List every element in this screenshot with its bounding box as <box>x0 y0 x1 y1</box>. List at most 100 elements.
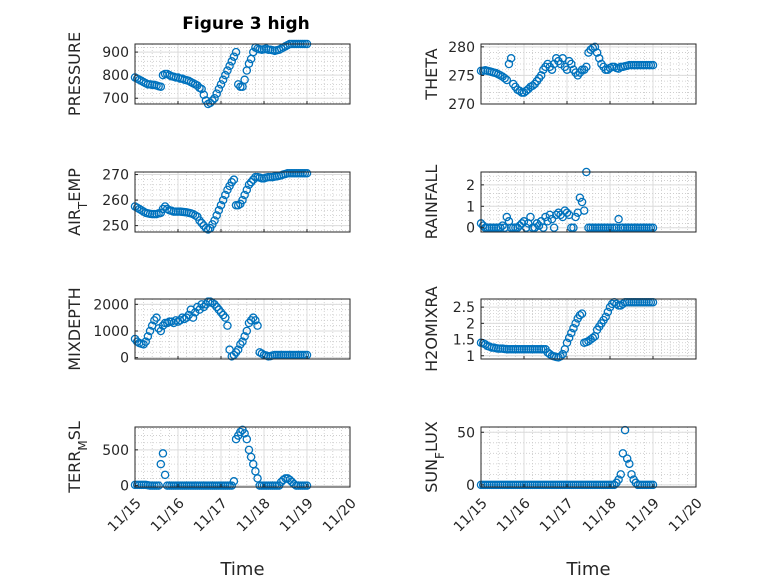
data-point <box>229 477 239 486</box>
y-tick-label: 0 <box>120 479 129 495</box>
data-point <box>564 333 574 343</box>
data-point <box>618 449 628 458</box>
data-point <box>242 434 252 444</box>
data-point <box>612 299 621 309</box>
data-point <box>549 59 559 69</box>
plot-area <box>481 299 696 359</box>
data-point <box>212 89 221 98</box>
data-point <box>227 481 236 490</box>
data-point <box>556 59 565 69</box>
data-point <box>515 86 524 96</box>
y-tick-label: 1 <box>466 349 475 365</box>
data-point <box>158 321 168 330</box>
y-tick-label: 2 <box>466 316 475 332</box>
data-point <box>582 62 591 72</box>
data-point <box>139 340 148 349</box>
data-point <box>549 223 559 232</box>
data-point <box>210 216 219 225</box>
data-point <box>592 48 602 57</box>
data-series-rainfall <box>476 167 658 232</box>
data-point <box>210 93 219 103</box>
data-point <box>242 326 252 336</box>
data-point <box>506 54 516 63</box>
y-tick-label: 275 <box>448 68 475 84</box>
data-point <box>575 310 585 320</box>
data-point <box>162 318 172 328</box>
data-point <box>229 52 239 61</box>
axes-box <box>134 43 351 105</box>
figure-title: Figure 3 high <box>182 14 310 34</box>
y-tick-label: 1000 <box>93 324 129 340</box>
data-point <box>212 211 221 220</box>
data-point <box>521 223 531 232</box>
data-point <box>571 319 580 328</box>
data-series-mixdepth <box>130 297 312 361</box>
subplot-pressure: 700 800 900 PRESSURE <box>65 32 351 116</box>
data-point <box>229 175 239 184</box>
data-point <box>562 208 572 217</box>
y-tick-label: 280 <box>448 40 475 56</box>
y-tick-label: 1 <box>466 199 475 215</box>
data-point <box>154 324 163 333</box>
data-point <box>616 470 626 479</box>
data-point <box>216 80 226 89</box>
data-point <box>251 316 260 325</box>
y-tick-label: 0 <box>466 221 475 237</box>
y-tick-label: 900 <box>102 45 129 61</box>
data-point <box>547 214 557 224</box>
data-point <box>575 193 585 202</box>
data-point <box>530 223 540 232</box>
data-point <box>214 206 224 215</box>
y-axis-label: AIRTEMP <box>65 168 90 236</box>
y-tick-label: 270 <box>102 168 129 184</box>
data-point <box>627 470 636 479</box>
data-point <box>199 302 209 312</box>
y-tick-label: 270 <box>448 97 475 113</box>
data-point <box>214 84 224 94</box>
y-tick-label: 1.5 <box>453 333 475 349</box>
plot-area <box>135 172 350 232</box>
data-series-h2omixra <box>476 297 658 362</box>
data-point <box>221 313 230 322</box>
data-point <box>218 75 228 85</box>
data-point <box>571 212 580 222</box>
data-point <box>504 59 514 69</box>
data-point <box>221 190 230 200</box>
data-point <box>182 313 191 322</box>
data-point <box>227 57 236 66</box>
data-point <box>279 475 288 485</box>
y-tick-label: 250 <box>102 219 129 235</box>
plot-area <box>481 172 696 232</box>
data-point <box>502 75 512 85</box>
data-point <box>240 429 249 438</box>
data-point <box>545 210 555 220</box>
data-point <box>556 352 565 361</box>
data-point <box>231 47 241 57</box>
data-point <box>223 321 232 330</box>
y-tick-label: 2.5 <box>453 300 475 316</box>
y-tick-label: 2000 <box>93 297 129 313</box>
data-point <box>216 308 226 317</box>
data-series-terr-msl <box>130 425 312 490</box>
y-tick-label: 260 <box>102 193 129 209</box>
y-axis-label: H2OMIXRA <box>422 286 441 372</box>
subplot-air-temp: 250 260 270 AIRTEMP <box>65 168 351 236</box>
data-point <box>150 316 159 325</box>
data-point <box>534 221 544 230</box>
data-point <box>212 302 221 312</box>
data-point <box>145 326 155 336</box>
data-point <box>218 310 228 320</box>
data-point <box>562 65 572 74</box>
data-point <box>240 75 249 85</box>
data-point <box>158 449 168 458</box>
y-axis-label: RAINFALL <box>422 165 441 240</box>
data-point <box>528 81 537 90</box>
axes-box <box>480 298 697 360</box>
data-point <box>141 337 150 346</box>
data-point <box>560 206 570 215</box>
data-point <box>248 313 258 322</box>
data-point <box>195 305 204 314</box>
data-point <box>225 61 234 71</box>
data-point <box>197 84 206 94</box>
data-point <box>238 195 247 205</box>
